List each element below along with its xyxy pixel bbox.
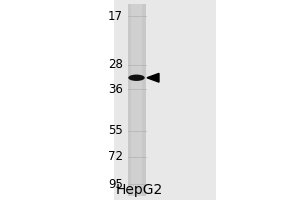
Bar [114, 0, 216, 200]
Ellipse shape [128, 75, 145, 81]
Text: 72: 72 [108, 150, 123, 163]
Text: HepG2: HepG2 [116, 183, 163, 197]
Bar [128, 4, 146, 196]
Text: 28: 28 [108, 58, 123, 71]
Text: 36: 36 [108, 83, 123, 96]
Text: 17: 17 [108, 9, 123, 22]
Text: 55: 55 [108, 124, 123, 137]
Polygon shape [147, 73, 159, 82]
Bar [131, 4, 142, 196]
Text: 95: 95 [108, 178, 123, 190]
